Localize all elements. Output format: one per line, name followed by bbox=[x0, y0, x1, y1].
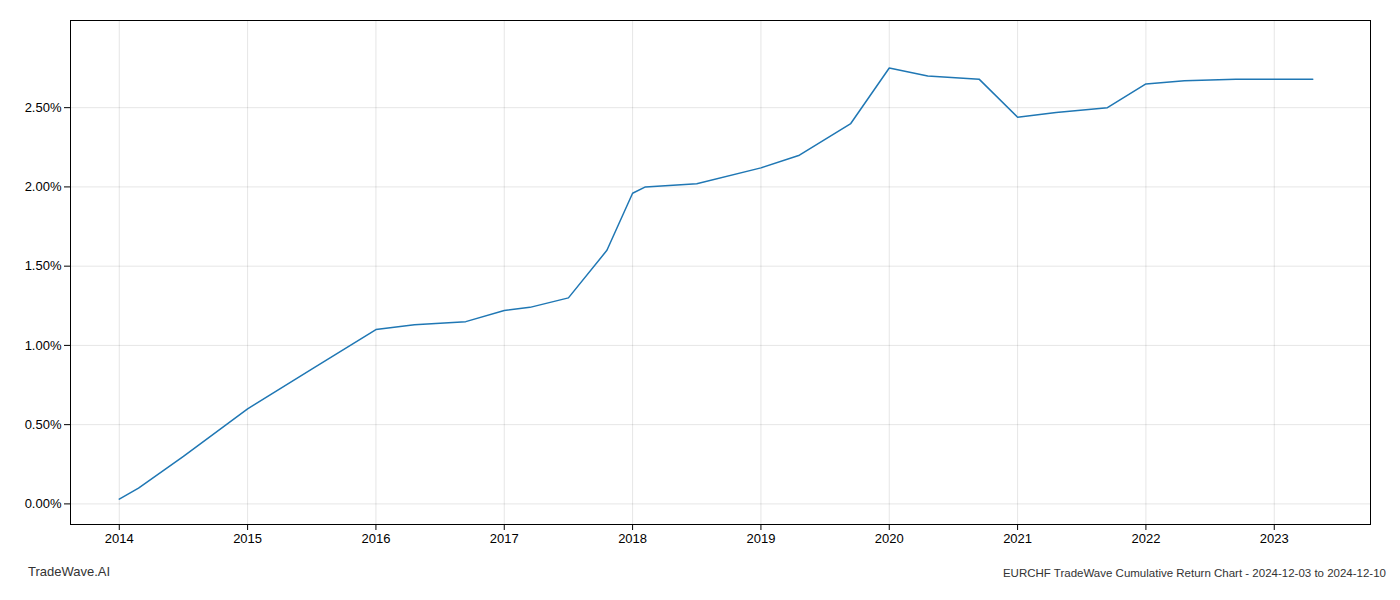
html-text:TradeWave.AI: TradeWave.AI bbox=[28, 564, 111, 579]
html-text:EURCHF TradeWave Cumulative Re: EURCHF TradeWave Cumulative Return Chart… bbox=[1002, 567, 1386, 579]
svg-text:2018: 2018 bbox=[618, 531, 647, 546]
svg-text:2.50%: 2.50% bbox=[25, 100, 62, 115]
svg-text:0.00%: 0.00% bbox=[25, 496, 62, 511]
svg-text:1.50%: 1.50% bbox=[25, 258, 62, 273]
svg-text:2022: 2022 bbox=[1131, 531, 1160, 546]
svg-text:2019: 2019 bbox=[746, 531, 775, 546]
svg-text:2016: 2016 bbox=[361, 531, 390, 546]
svg-text:2023: 2023 bbox=[1260, 531, 1289, 546]
svg-text:2020: 2020 bbox=[875, 531, 904, 546]
svg-text:2015: 2015 bbox=[233, 531, 262, 546]
svg-text:2.00%: 2.00% bbox=[25, 179, 62, 194]
svg-text:2021: 2021 bbox=[1003, 531, 1032, 546]
svg-text:2017: 2017 bbox=[490, 531, 519, 546]
svg-text:0.50%: 0.50% bbox=[25, 417, 62, 432]
svg-text:1.00%: 1.00% bbox=[25, 338, 62, 353]
svg-text:2014: 2014 bbox=[105, 531, 134, 546]
